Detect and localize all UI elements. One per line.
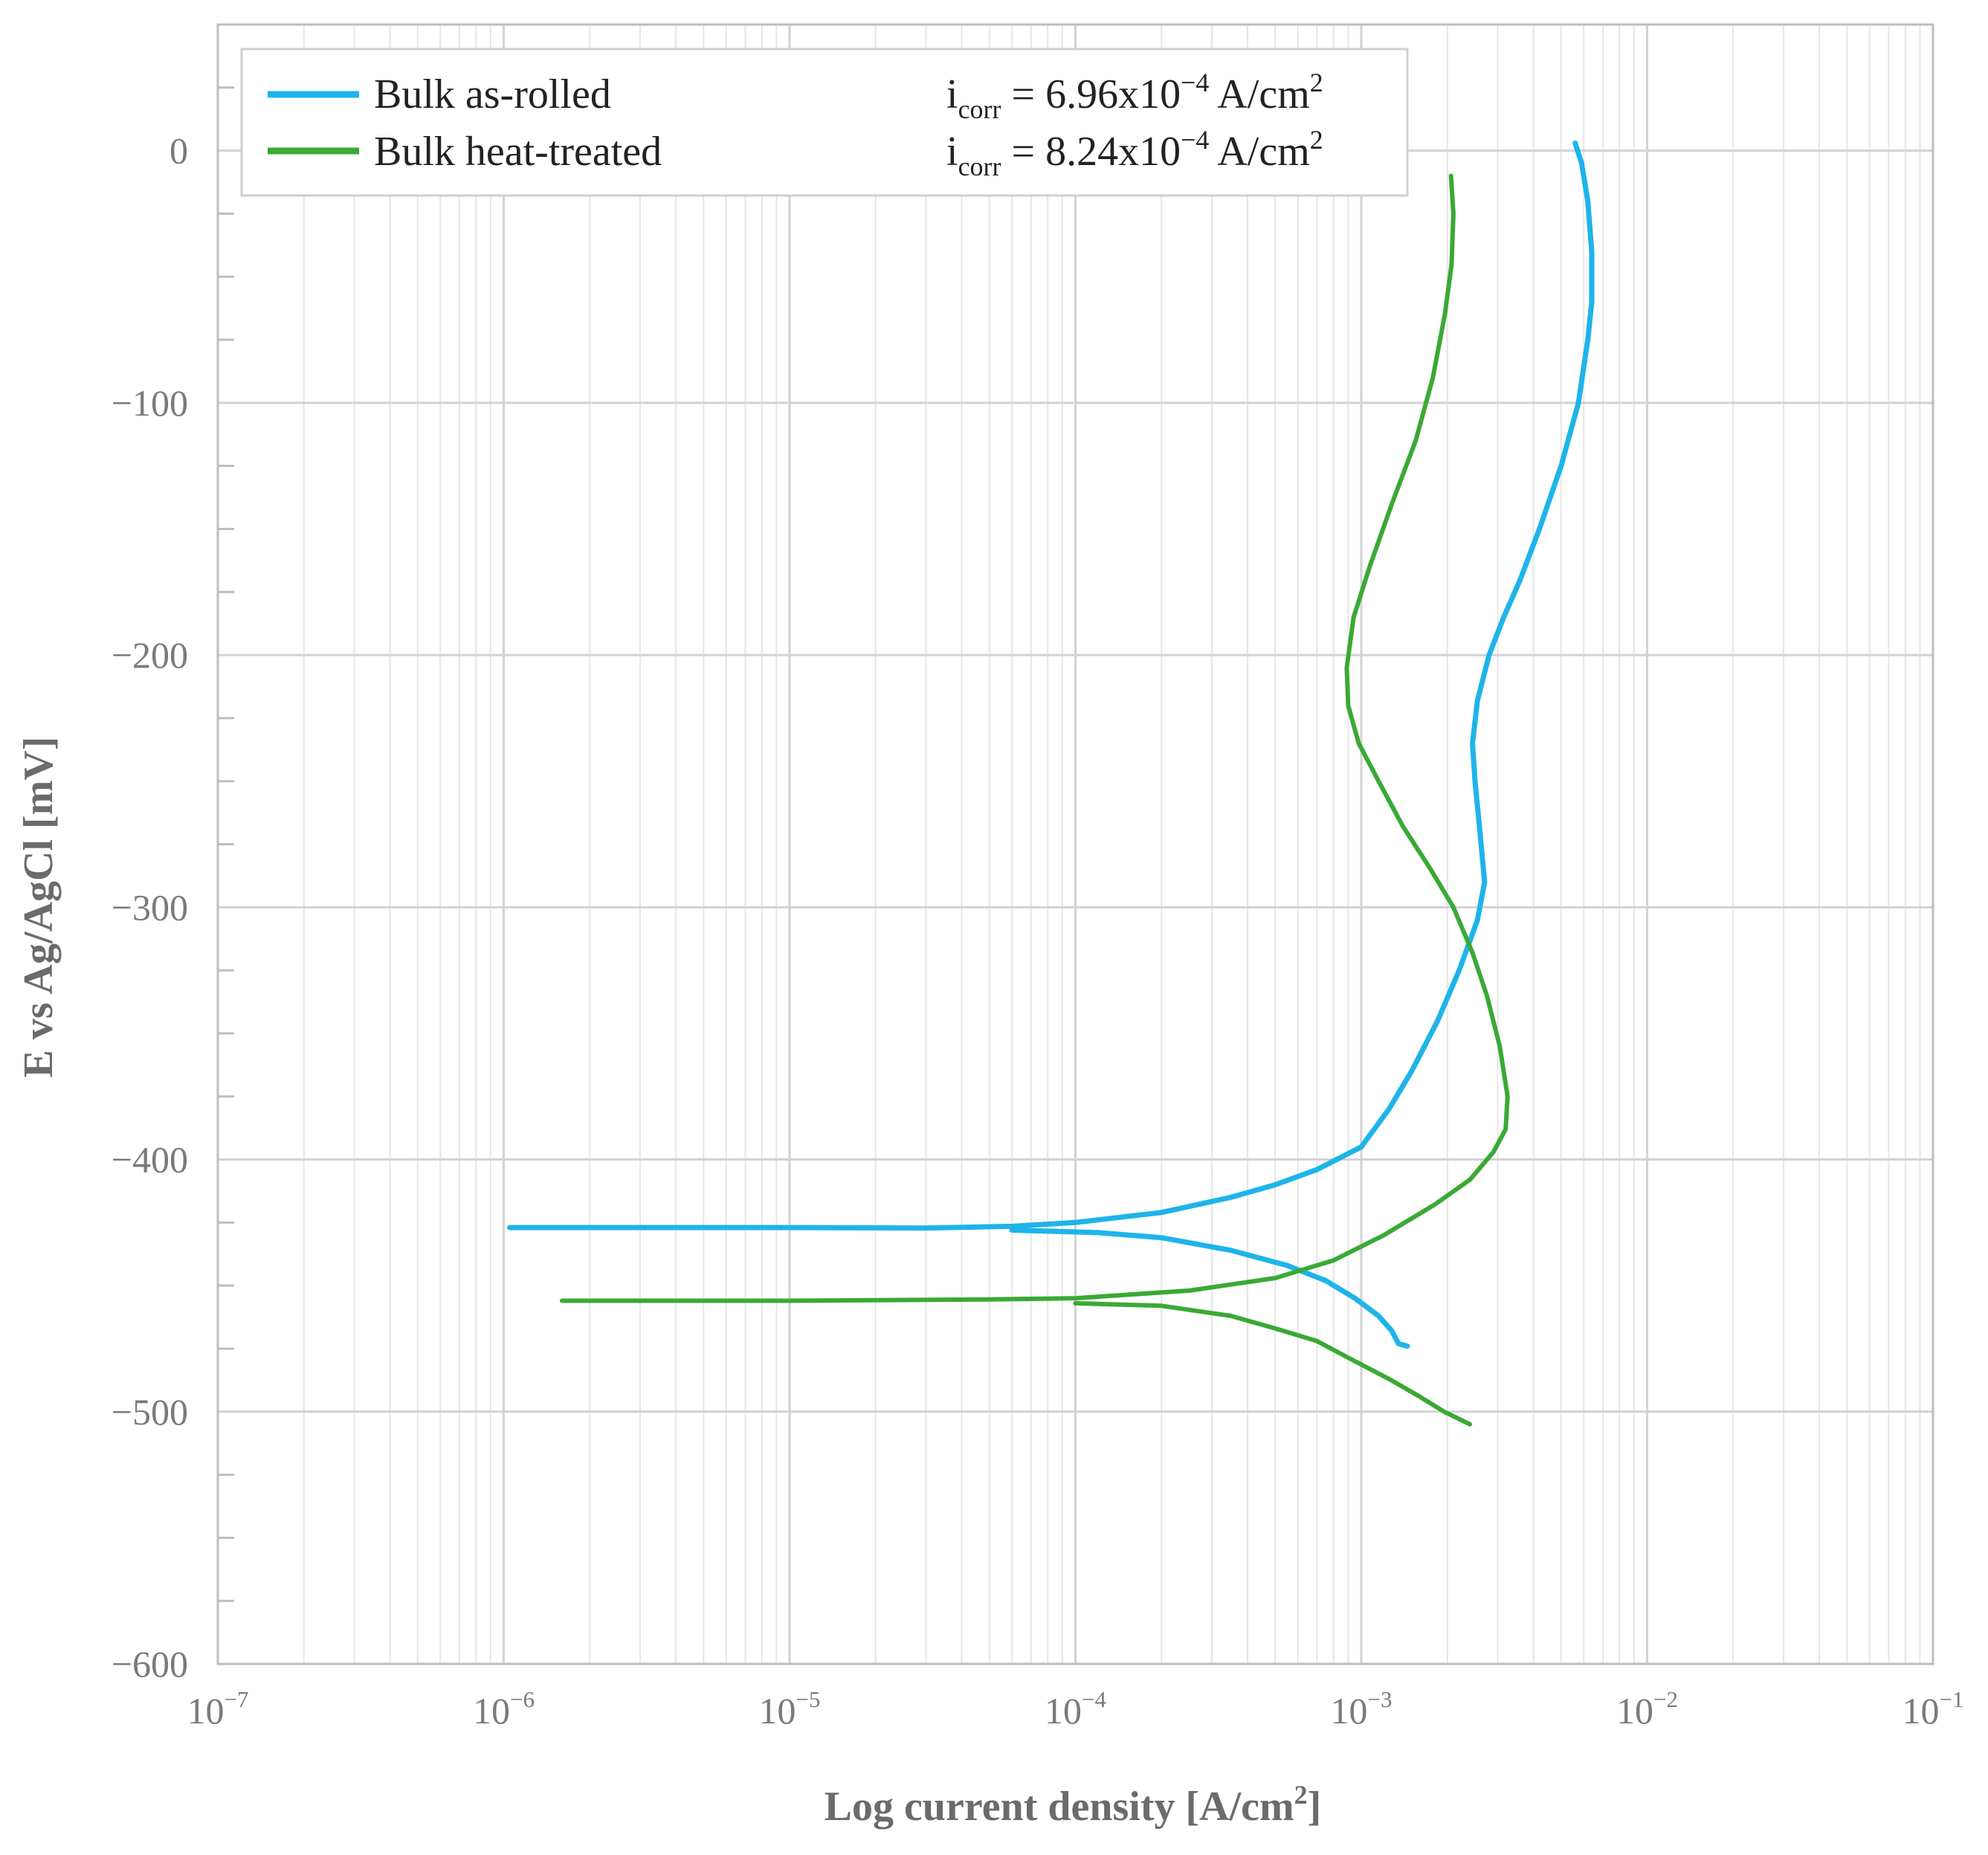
y-tick-label: −300 — [112, 886, 188, 928]
x-tick-base: 10 — [1331, 1690, 1368, 1732]
x-tick-label: 10−6 — [473, 1686, 535, 1732]
legend: Bulk as-rolled icorr = 6.96x10−4 A/cm2 B… — [240, 48, 1409, 197]
icorr-unit: A/cm — [1209, 71, 1309, 117]
icorr-symbol: i — [946, 129, 958, 175]
y-tick-label: −100 — [112, 382, 188, 424]
x-axis-title-sup: 2 — [1294, 1780, 1308, 1810]
x-tick-base: 10 — [759, 1690, 796, 1732]
x-tick-exponent: −6 — [510, 1686, 535, 1712]
series-bulk-as-rolled-cathodic-line — [1009, 1227, 1410, 1349]
x-tick-base: 10 — [1616, 1690, 1653, 1732]
icorr-unit-exponent: 2 — [1310, 68, 1323, 97]
x-tick-base: 10 — [187, 1690, 225, 1732]
series-bulk-heat-treated-line — [560, 173, 1510, 1303]
legend-icorr-bulk-as-rolled: icorr = 6.96x10−4 A/cm2 — [946, 68, 1323, 124]
x-tick-base: 10 — [1903, 1690, 1940, 1732]
x-tick-exponent: −3 — [1368, 1686, 1392, 1712]
x-axis-title: Log current density [A/cm2] — [824, 1780, 1322, 1830]
x-tick-label: 10−2 — [1616, 1686, 1678, 1732]
x-tick-label: 10−5 — [759, 1686, 821, 1732]
series-bulk-as-rolled-line — [507, 140, 1595, 1231]
icorr-symbol: i — [946, 71, 958, 117]
x-axis-title-main: Log current density [A/cm — [824, 1784, 1294, 1830]
y-tick-label: −400 — [112, 1139, 188, 1181]
x-tick-base: 10 — [1045, 1690, 1082, 1732]
y-axis-minor-ticks — [218, 23, 234, 1602]
icorr-unit: A/cm — [1209, 129, 1309, 175]
y-axis-title: E vs Ag/AgCl [mV] — [16, 737, 62, 1078]
x-axis-tick-labels: 10−7 10−6 10−5 10−4 10−3 10−2 10−1 — [187, 1686, 1964, 1732]
icorr-value: = 6.96x10 — [1001, 71, 1181, 117]
y-tick-label: −600 — [112, 1643, 188, 1685]
minor-gridlines — [303, 25, 1921, 1664]
icorr-subscript: corr — [958, 94, 1001, 124]
x-tick-label: 10−7 — [187, 1686, 249, 1732]
y-tick-label: −200 — [112, 634, 188, 676]
legend-box — [240, 48, 1409, 197]
legend-icorr-bulk-heat-treated: icorr = 8.24x10−4 A/cm2 — [946, 125, 1323, 181]
x-tick-exponent: −7 — [225, 1686, 249, 1712]
x-tick-base: 10 — [473, 1690, 510, 1732]
icorr-unit-exponent: 2 — [1310, 125, 1323, 155]
series-layer — [507, 140, 1595, 1427]
series-bulk-heat-treated-cathodic-line — [1073, 1300, 1473, 1427]
x-tick-exponent: −1 — [1940, 1686, 1964, 1712]
icorr-exponent: −4 — [1181, 125, 1209, 155]
icorr-value: = 8.24x10 — [1001, 129, 1181, 175]
legend-label-bulk-heat-treated: Bulk heat-treated — [374, 129, 662, 175]
y-tick-label: 0 — [170, 130, 188, 172]
x-tick-label: 10−3 — [1331, 1686, 1392, 1732]
x-tick-exponent: −4 — [1082, 1686, 1106, 1712]
x-tick-exponent: −5 — [796, 1686, 821, 1712]
x-tick-label: 10−4 — [1045, 1686, 1106, 1732]
icorr-subscript: corr — [958, 152, 1001, 181]
x-tick-label: 10−1 — [1903, 1686, 1964, 1732]
legend-label-bulk-as-rolled: Bulk as-rolled — [374, 71, 611, 117]
y-tick-label: −500 — [112, 1391, 188, 1433]
x-tick-exponent: −2 — [1653, 1686, 1678, 1712]
x-axis-title-end: ] — [1308, 1784, 1322, 1830]
icorr-exponent: −4 — [1181, 68, 1209, 97]
y-axis-tick-labels: 0 −100 −200 −300 −400 −500 −600 — [112, 130, 188, 1685]
